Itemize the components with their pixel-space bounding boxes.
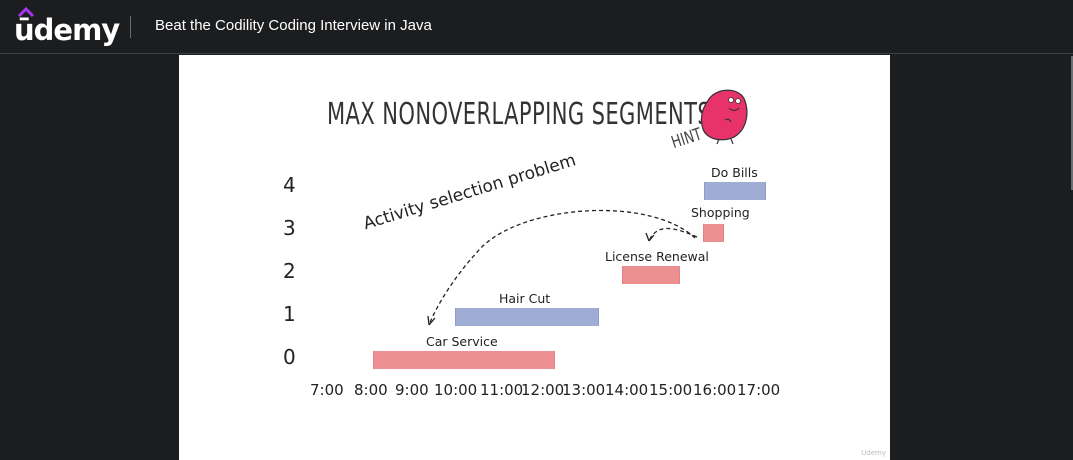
dashed-arrow-to-car-service	[428, 209, 696, 326]
x-axis-label: 16:00	[693, 381, 737, 399]
segment-label-shopping: Shopping	[691, 205, 750, 220]
course-title[interactable]: Beat the Codility Coding Interview in Ja…	[155, 17, 432, 34]
x-axis-label: 15:00	[649, 381, 693, 399]
x-axis-label: 10:00	[434, 381, 478, 399]
udemy-logo[interactable]: ūdemy	[14, 6, 120, 47]
x-axis-label: 11:00	[480, 381, 524, 399]
y-axis-label-3: 3	[283, 216, 296, 240]
udemy-logo-mark-icon	[17, 6, 35, 18]
slide-watermark: Udemy	[861, 449, 886, 457]
y-axis-label-4: 4	[283, 173, 296, 197]
x-axis-label: 8:00	[354, 381, 388, 399]
segment-bar-shopping	[703, 224, 724, 242]
slide-title: MAX NONOVERLAPPING SEGMENTS	[327, 97, 712, 132]
x-axis-label: 17:00	[737, 381, 781, 399]
segment-bar-hair-cut	[455, 308, 599, 326]
header-divider	[130, 16, 131, 38]
x-axis-label: 13:00	[562, 381, 606, 399]
dashed-arrows	[427, 209, 698, 326]
segment-label-license-renewal: License Renewal	[605, 249, 709, 264]
x-axis-label: 9:00	[395, 381, 429, 399]
segment-label-car-service: Car Service	[426, 334, 498, 349]
y-axis-label-0: 0	[283, 345, 296, 369]
x-axis-label: 14:00	[605, 381, 649, 399]
dashed-arrow-to-license-renewal	[648, 227, 698, 242]
segment-label-hair-cut: Hair Cut	[499, 291, 551, 306]
y-axis-label-1: 1	[283, 302, 296, 326]
hint-mascot-icon	[700, 89, 748, 145]
x-axis-label: 12:00	[521, 381, 565, 399]
lecture-slide: MAX NONOVERLAPPING SEGMENTS HINT 4 3 2 1…	[179, 55, 890, 460]
y-axis-label-2: 2	[283, 259, 296, 283]
segment-bar-license-renewal	[622, 266, 680, 284]
brand-name: ūdemy	[14, 13, 120, 47]
top-bar: ūdemy Beat the Codility Coding Interview…	[0, 0, 1073, 54]
segment-bar-car-service	[373, 351, 555, 369]
segment-bar-do-bills	[704, 182, 766, 200]
video-stage[interactable]: MAX NONOVERLAPPING SEGMENTS HINT 4 3 2 1…	[0, 55, 1073, 460]
scrollbar[interactable]	[1071, 56, 1073, 190]
x-axis-label: 7:00	[310, 381, 344, 399]
segment-label-do-bills: Do Bills	[711, 165, 758, 180]
